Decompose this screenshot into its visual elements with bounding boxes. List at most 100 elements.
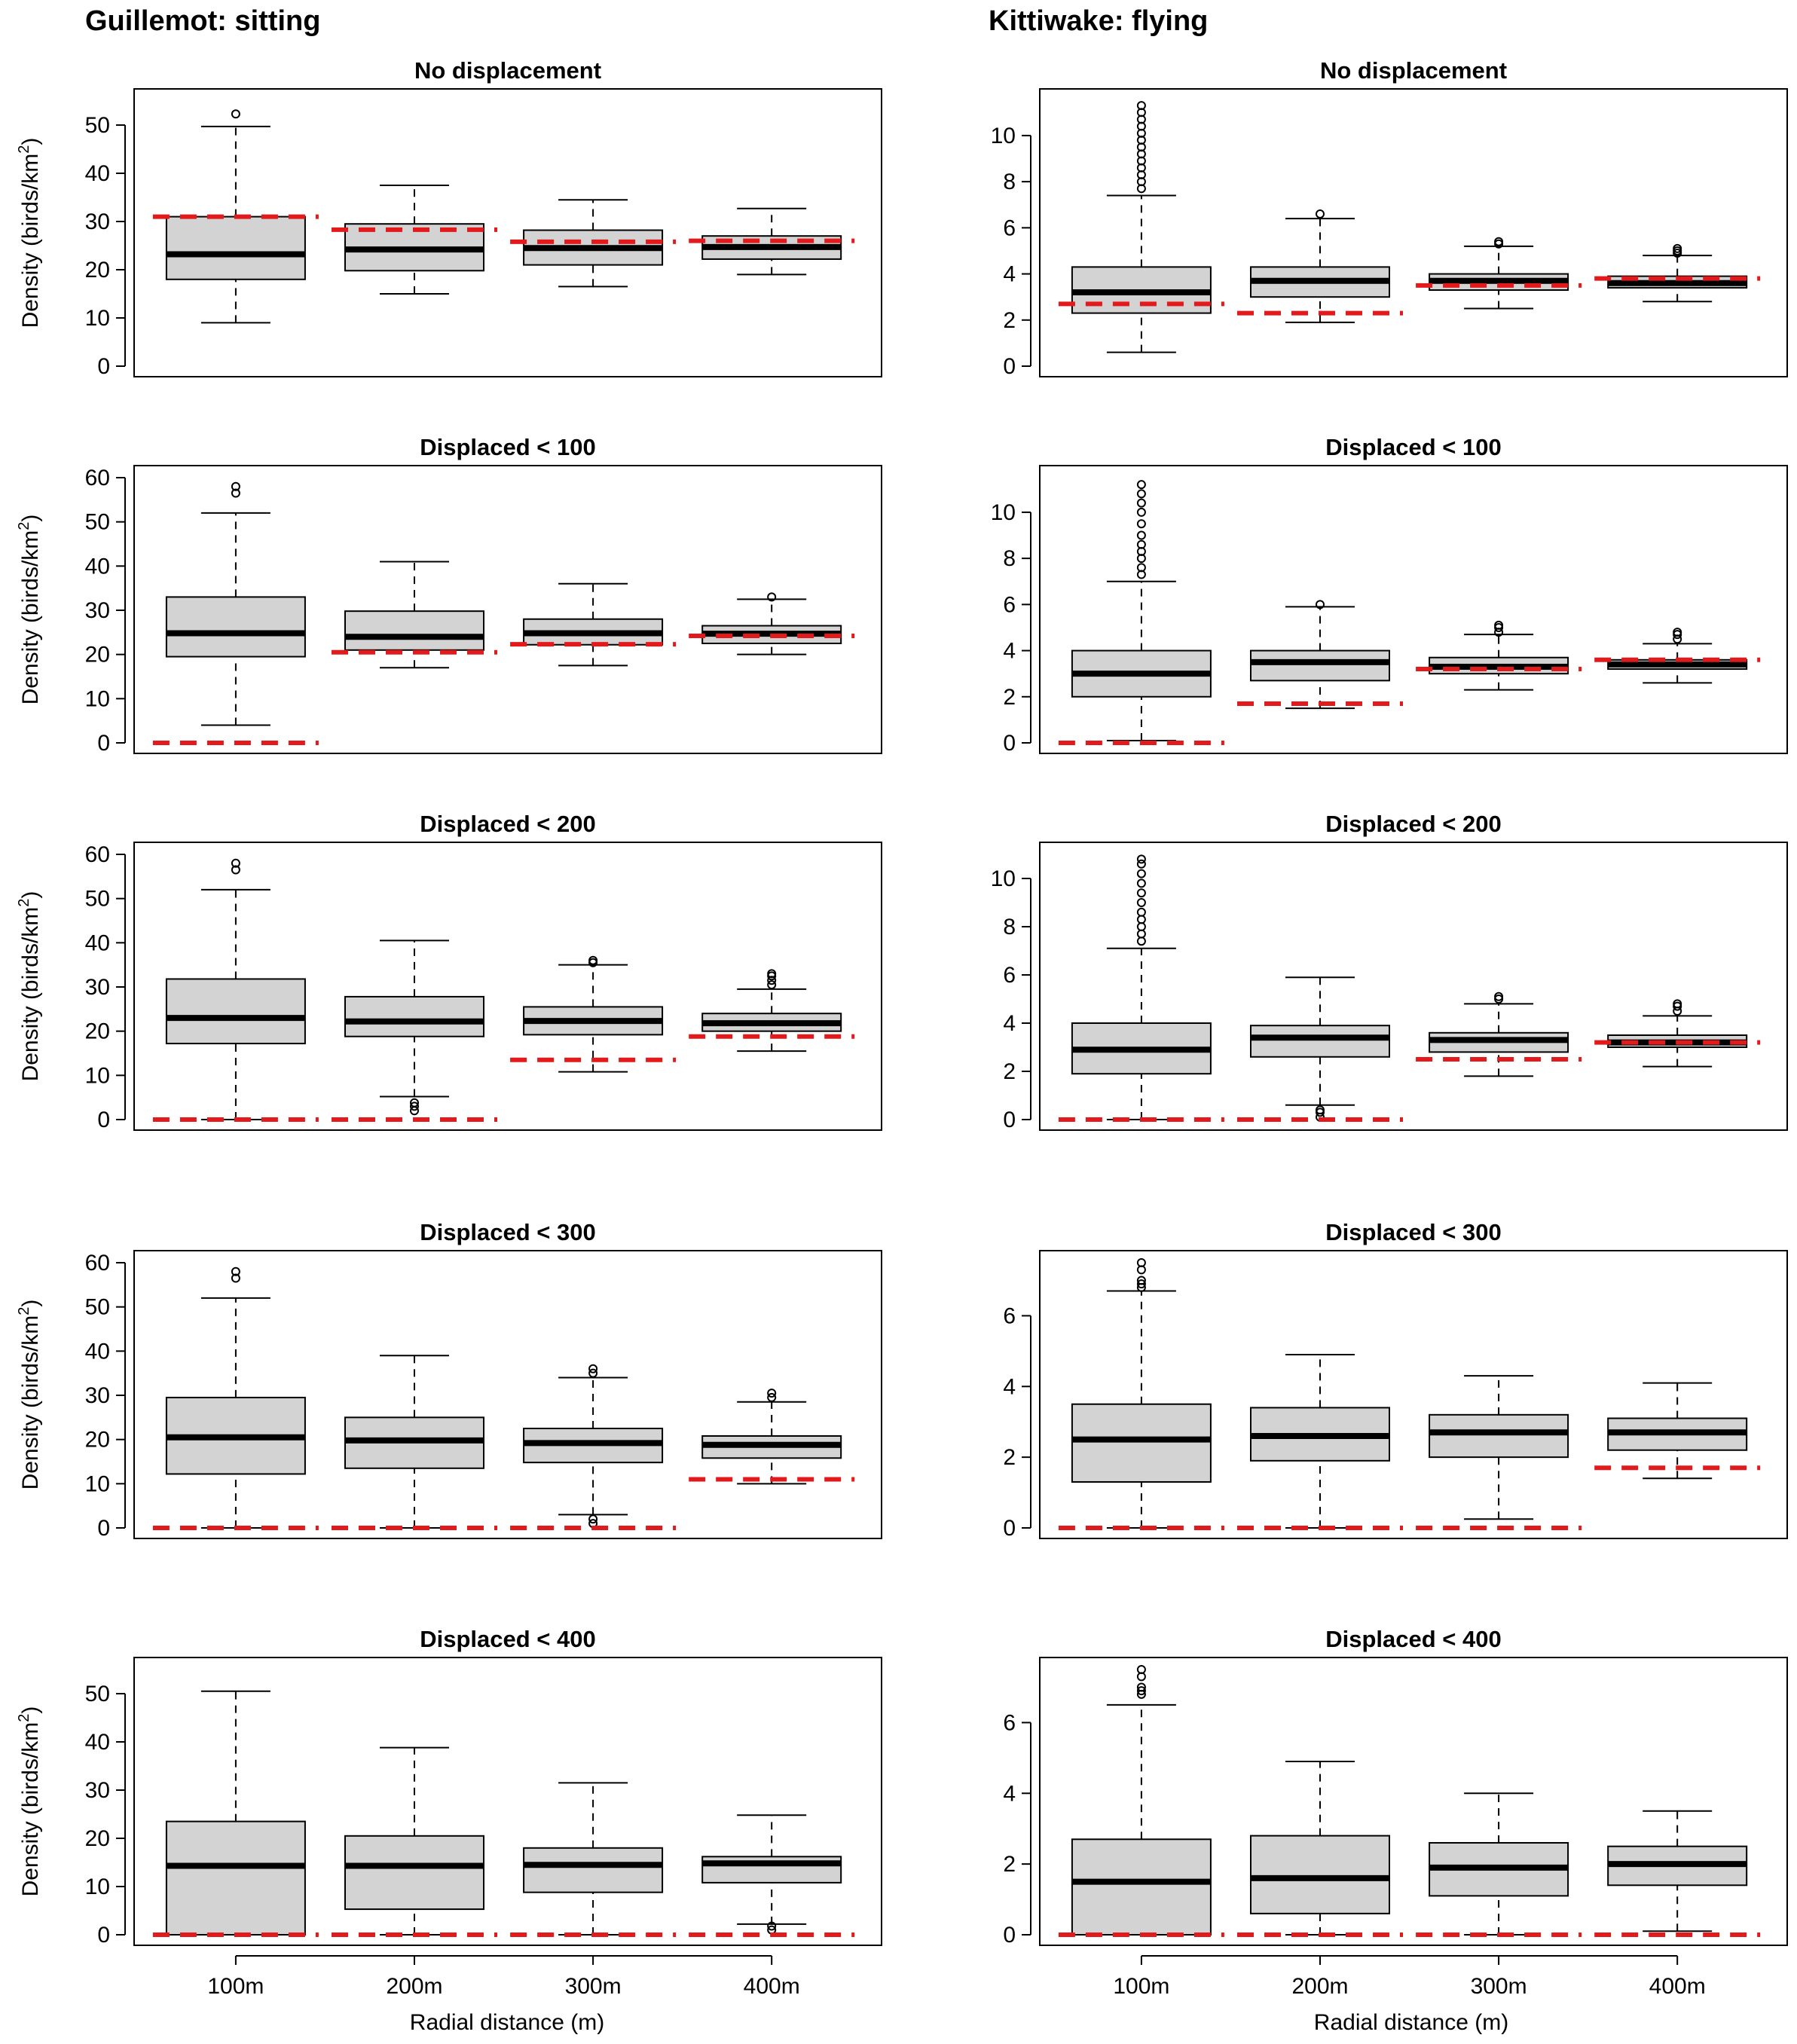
panel-frame xyxy=(133,465,882,754)
y-axis-label-superscript: 2 xyxy=(16,899,32,907)
y-tick-label: 10 xyxy=(85,306,110,331)
box-iqr xyxy=(1250,1835,1390,1914)
outlier-point xyxy=(767,1921,777,1931)
y-tick-label: 2 xyxy=(1003,685,1016,710)
box-200m xyxy=(1250,600,1390,710)
outlier-point xyxy=(1673,243,1682,253)
box-300m xyxy=(523,582,664,667)
y-tick-label: 20 xyxy=(85,1826,110,1851)
panel-frame xyxy=(1039,465,1788,754)
box-200m xyxy=(1250,209,1390,323)
panel-5: Displaced < 400 0 10 20 30 40 50 Density (birds… xyxy=(16,1626,882,1999)
y-tick-label: 20 xyxy=(85,1019,110,1044)
outlier-point xyxy=(1136,869,1146,878)
x-tick-label: 300m xyxy=(565,1974,622,1999)
y-tick-label: 30 xyxy=(85,598,110,623)
box-400m xyxy=(1607,243,1748,303)
y-axis-label-close: ) xyxy=(18,138,43,145)
x-tick-label: 400m xyxy=(1649,1974,1706,1999)
box-iqr xyxy=(165,978,306,1045)
box-400m xyxy=(701,592,842,655)
outlier-point xyxy=(1494,620,1504,630)
box-300m xyxy=(523,955,664,1073)
y-tick-label: 10 xyxy=(991,500,1016,525)
y-tick-label: 40 xyxy=(85,1730,110,1755)
y-tick-label: 30 xyxy=(85,209,110,234)
outlier-point xyxy=(1136,1665,1146,1674)
box-300m xyxy=(1429,237,1569,310)
y-tick-label: 8 xyxy=(1003,170,1016,194)
outlier-point xyxy=(1136,519,1146,529)
outlier-point xyxy=(1136,101,1146,111)
panel-frame xyxy=(1039,88,1788,377)
outlier-point xyxy=(410,1098,419,1108)
panel-frame xyxy=(133,1657,882,1946)
outlier-point xyxy=(1136,922,1146,931)
y-tick-label: 10 xyxy=(991,124,1016,148)
y-tick-label: 40 xyxy=(85,1339,110,1364)
y-axis-label-text: Density (birds/km xyxy=(18,1722,43,1897)
outlier-point xyxy=(231,481,240,491)
column-title-kittiwake: Kittiwake: flying xyxy=(989,5,1208,37)
outlier-point xyxy=(1136,563,1146,573)
x-tick-label: 200m xyxy=(386,1974,442,1999)
outlier-point xyxy=(1316,209,1325,218)
outlier-point xyxy=(1136,929,1146,939)
panel-7: Displaced < 100 0 2 4 6 8 10 xyxy=(991,434,1788,756)
panel-2: Displaced < 100 0 10 20 30 40 50 60 Density (bir… xyxy=(16,434,882,756)
outlier-point xyxy=(1136,507,1146,517)
panel-title: Displaced < 400 xyxy=(1325,1626,1502,1652)
x-axis-label-left: Radial distance (m) xyxy=(410,2010,604,2035)
y-tick-label: 4 xyxy=(1003,1374,1016,1399)
outlier-point xyxy=(231,109,240,119)
y-axis-label-text: Density (birds/km xyxy=(18,154,43,328)
y-tick-label: 4 xyxy=(1003,1011,1016,1036)
box-200m xyxy=(344,185,484,295)
outlier-point xyxy=(1316,600,1325,610)
box-300m xyxy=(523,199,664,288)
outlier-point xyxy=(1136,1686,1146,1696)
box-iqr xyxy=(1071,1838,1212,1936)
y-axis-label-text: Density (birds/km xyxy=(18,907,43,1082)
outlier-point xyxy=(231,1273,240,1283)
box-100m xyxy=(1071,1665,1212,1936)
y-tick-label: 10 xyxy=(991,866,1016,891)
outlier-point xyxy=(767,1389,777,1398)
y-tick-label: 20 xyxy=(85,643,110,668)
panel-6: No displacement 0 2 4 6 8 10 xyxy=(991,57,1788,379)
y-tick-label: 2 xyxy=(1003,308,1016,333)
box-iqr xyxy=(165,1820,306,1936)
panel-title: Displaced < 300 xyxy=(1325,1219,1502,1245)
outlier-point xyxy=(1136,898,1146,907)
box-200m xyxy=(1250,1354,1390,1529)
y-axis-label: Density (birds/km2) xyxy=(16,891,43,1082)
outlier-point xyxy=(588,1368,598,1378)
y-tick-label: 0 xyxy=(1003,731,1016,756)
y-axis-label-close: ) xyxy=(18,1300,43,1307)
outlier-point xyxy=(1136,1682,1146,1692)
box-200m xyxy=(344,1746,484,1936)
outlier-point xyxy=(231,865,240,875)
box-100m xyxy=(1071,854,1212,1120)
y-tick-label: 60 xyxy=(85,1251,110,1276)
outlier-point xyxy=(1673,628,1682,637)
box-100m xyxy=(1071,480,1212,741)
panel-title: Displaced < 400 xyxy=(420,1626,596,1652)
outlier-point xyxy=(1136,530,1146,540)
outlier-point xyxy=(1494,237,1504,246)
y-tick-label: 60 xyxy=(85,466,110,490)
outlier-point xyxy=(1136,907,1146,917)
outlier-point xyxy=(767,976,777,985)
box-400m xyxy=(1607,1810,1748,1932)
y-tick-label: 50 xyxy=(85,887,110,912)
y-axis-label-close: ) xyxy=(18,515,43,522)
box-iqr xyxy=(344,610,484,651)
outlier-point xyxy=(1136,1276,1146,1285)
panel-frame xyxy=(1039,1250,1788,1539)
y-tick-label: 6 xyxy=(1003,215,1016,240)
y-tick-label: 50 xyxy=(85,510,110,535)
y-tick-label: 0 xyxy=(97,1108,110,1132)
box-100m xyxy=(165,481,306,726)
outlier-point xyxy=(1136,1258,1146,1267)
